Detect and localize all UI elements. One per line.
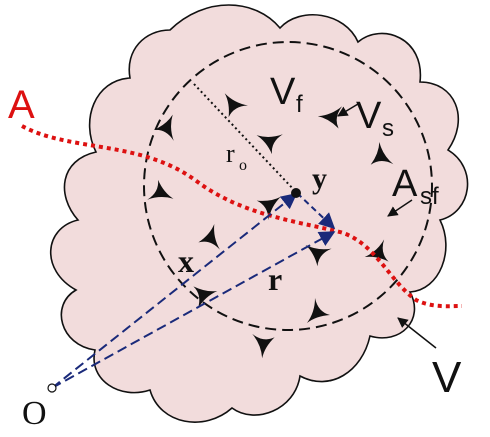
label-region-v: V [432,353,462,402]
label-point-y: y [312,162,327,195]
label-origin: O [22,395,47,432]
label-vector-r: r [268,261,282,297]
label-fluid-volume: V [270,71,296,113]
point-y [291,188,301,198]
label-radius: r [226,139,235,168]
origin-point [48,384,56,392]
averaging-region-v [51,5,468,422]
label-fluid-volume-sub: f [296,91,303,118]
pointer-v [398,318,436,348]
label-interface-area: A [392,163,418,205]
label-solid-volume-sub: s [382,115,394,142]
label-interface-area-sub: sf [420,183,439,210]
label-radius-sub: o [239,157,247,174]
label-solid-volume: V [356,95,382,137]
label-curve-a: A [8,83,35,127]
label-vector-x: x [178,243,194,279]
